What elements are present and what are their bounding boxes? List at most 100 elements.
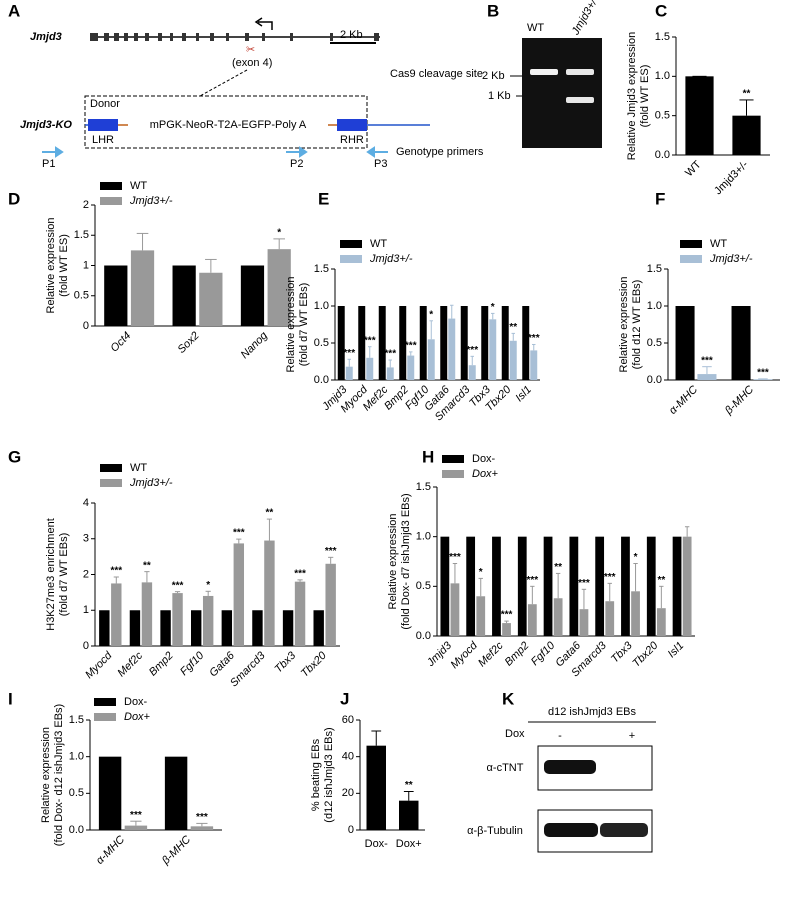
legend-swatch (680, 240, 702, 248)
error-bar (114, 577, 119, 583)
significance: *** (405, 341, 417, 352)
significance: * (634, 552, 638, 563)
bar (732, 306, 751, 380)
y-tick-label: 1.5 (416, 481, 431, 493)
bar (502, 306, 509, 380)
error-bar (205, 259, 217, 272)
bar (407, 356, 414, 380)
y-tick-label: 0.5 (69, 787, 84, 799)
blot-header: d12 ishJmjd3 EBs (548, 706, 637, 718)
legend-label: Dox- (124, 696, 148, 708)
bar (191, 610, 201, 646)
y-axis-label: (fold Dox- d7 ishJmjd3 EBs) (400, 493, 412, 629)
ko-label: Jmjd3-KO (20, 119, 72, 131)
y-axis-label: (d12 ishJmjd3 EBs) (323, 727, 335, 822)
significance: *** (528, 333, 540, 344)
error-bar (450, 305, 453, 318)
panel-letter: E (318, 189, 329, 208)
y-tick-label: 1.5 (647, 263, 662, 275)
significance: *** (578, 578, 590, 589)
bar (203, 596, 213, 646)
error-bar (471, 356, 474, 365)
bar (160, 610, 170, 646)
dash-line (200, 70, 247, 96)
bar (399, 801, 419, 830)
bar (518, 537, 527, 636)
y-axis-label: (fold Dox- d12 ishJmjd3 EBs) (53, 704, 65, 846)
x-tick-label: Isl1 (666, 640, 687, 661)
legend-swatch (100, 197, 122, 205)
significance: ** (266, 508, 274, 519)
x-tick-label: Bmp2 (503, 640, 532, 669)
marker-label: 2 Kb (482, 70, 505, 82)
primer-label: P1 (42, 158, 55, 170)
y-axis-label: (fold WT ES) (639, 65, 651, 128)
y-tick-label: 0 (83, 320, 89, 332)
significance: *** (701, 355, 713, 366)
x-tick-label: Tbx3 (272, 649, 298, 675)
y-tick-label: 1.0 (314, 300, 329, 312)
legend-swatch (340, 240, 362, 248)
y-tick-label: 1.0 (69, 751, 84, 763)
bar (440, 306, 447, 380)
bar (191, 826, 213, 830)
legend-swatch (94, 698, 116, 706)
y-tick-label: 1.5 (74, 229, 89, 241)
bar (99, 610, 109, 646)
significance: ** (743, 89, 751, 100)
panel-a: A Jmjd3 2 Kb ✂ (exon 4) Cas9 cleavage si… (8, 1, 484, 169)
bar (346, 367, 353, 380)
x-tick-label: β-MHC (722, 384, 756, 418)
marker-label: 1 Kb (488, 90, 511, 102)
error-bar (328, 557, 333, 563)
panel-letter: F (655, 189, 665, 208)
error-bar (633, 563, 637, 591)
x-tick-label: Jmjd3+/- (712, 158, 751, 197)
error-bar (702, 367, 712, 374)
bar (476, 596, 485, 636)
x-tick-label: WT (683, 158, 704, 179)
lane-label: WT (527, 22, 544, 34)
error-bar (236, 539, 241, 543)
bar (295, 582, 305, 646)
y-axis-label: Relative expression (618, 277, 630, 373)
y-tick-label: 1 (83, 259, 89, 271)
lane-label: Jmjd3+/- (569, 0, 601, 38)
bar (530, 350, 537, 380)
bar (165, 757, 187, 830)
error-bar (404, 792, 414, 801)
scale-label: 2 Kb (340, 29, 363, 41)
bar (569, 537, 578, 636)
error-bar (175, 592, 180, 593)
significance: *** (233, 528, 245, 539)
significance: *** (364, 335, 376, 346)
bar (732, 116, 760, 155)
y-tick-label: 0.0 (314, 374, 329, 386)
bar (605, 601, 614, 636)
x-tick-label: Myocd (448, 639, 480, 671)
bar (131, 250, 154, 326)
panel-letter: I (8, 689, 13, 708)
rhr-label: RHR (340, 134, 364, 146)
x-tick-label: Fgf10 (178, 649, 207, 678)
bar (199, 273, 222, 326)
bar (366, 358, 373, 380)
bar (544, 537, 553, 636)
significance: ** (405, 780, 413, 791)
bar (142, 582, 152, 646)
blot-row-label: α-β-Tubulin (467, 825, 523, 837)
bar (387, 367, 394, 380)
significance: *** (604, 572, 616, 583)
x-tick-label: Fgf10 (529, 639, 558, 668)
panel-letter: C (655, 1, 667, 20)
dox-plus: + (629, 730, 635, 742)
significance: *** (449, 552, 461, 563)
y-tick-label: 2 (83, 568, 89, 580)
y-tick-label: 1.5 (314, 263, 329, 275)
error-bar (297, 580, 302, 582)
bar (222, 610, 232, 646)
bar (99, 757, 121, 830)
significance: *** (527, 575, 539, 586)
